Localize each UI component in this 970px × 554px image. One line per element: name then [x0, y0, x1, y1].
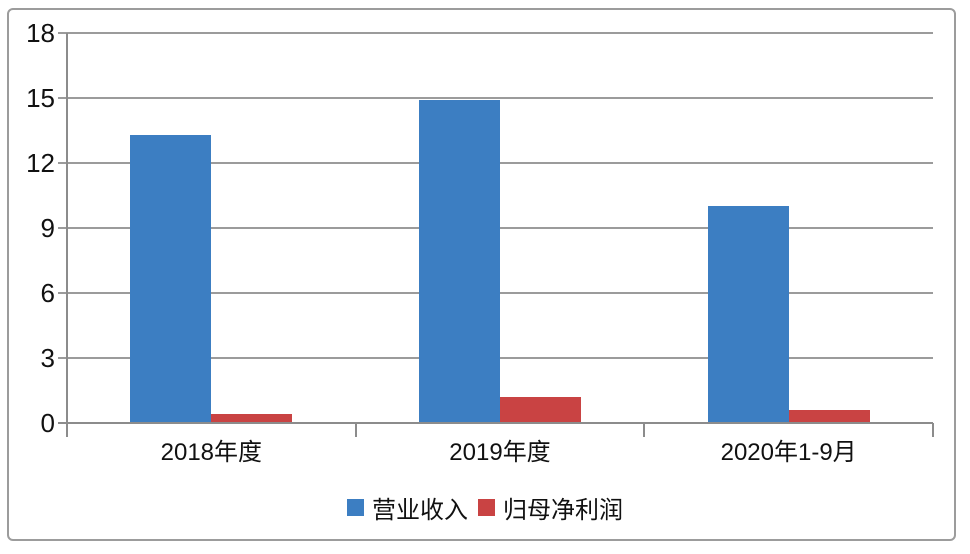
bar-revenue: [707, 206, 789, 423]
revenue-swatch-icon: [347, 498, 364, 516]
y-axis-tick-label: 15: [26, 83, 55, 113]
y-axis-tick-label: 6: [40, 278, 55, 308]
y-axis-tick-label: 0: [40, 408, 55, 438]
bar-net-profit: [211, 414, 293, 423]
legend-label-net-profit: 归母净利润: [503, 496, 623, 524]
legend-label-revenue: 营业收入: [372, 496, 468, 524]
x-axis-category-label: 2019年度: [449, 439, 551, 466]
x-axis-tick: [643, 423, 646, 437]
x-axis-category-label: 2020年1-9月: [720, 439, 857, 466]
y-axis-tick-label: 3: [40, 343, 55, 373]
x-axis: [58, 422, 933, 424]
y-axis: [66, 33, 68, 437]
y-axis-tick-label: 12: [26, 148, 55, 178]
legend-item-revenue: 营业收入: [347, 490, 468, 525]
legend-item-net-profit: 归母净利润: [478, 490, 623, 525]
x-axis-category-label: 2018年度: [160, 439, 263, 466]
net-profit-swatch-icon: [478, 498, 495, 516]
x-axis-tick: [354, 423, 357, 437]
legend: 营业收入 归母净利润: [0, 490, 970, 525]
gridline: [58, 32, 933, 34]
gridline: [58, 97, 933, 99]
bar-net-profit: [788, 410, 870, 423]
y-axis-tick-label: 9: [40, 213, 55, 243]
y-axis-tick-label: 18: [26, 18, 55, 48]
bar-revenue: [419, 100, 500, 423]
bar-revenue: [130, 134, 212, 423]
x-axis-tick: [932, 423, 934, 437]
bar-net-profit: [500, 397, 581, 423]
